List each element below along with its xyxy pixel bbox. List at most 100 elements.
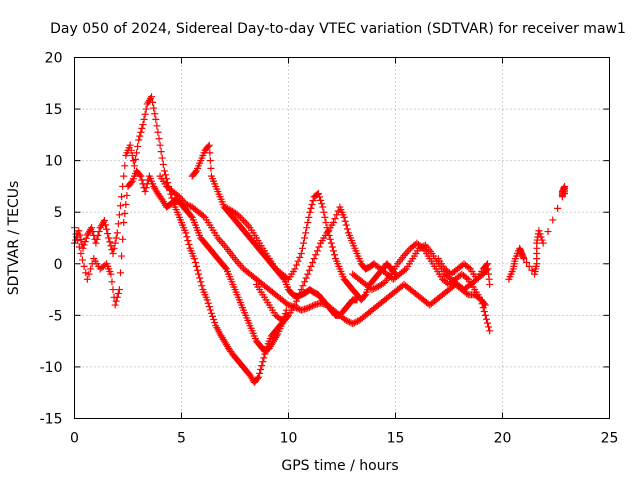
- data-point: [159, 161, 167, 169]
- data-point: [140, 115, 148, 123]
- data-point: [360, 292, 368, 300]
- data-point: [93, 235, 101, 243]
- data-point: [113, 293, 121, 301]
- data-point: [294, 257, 302, 265]
- data-point: [293, 261, 301, 269]
- data-point: [331, 215, 339, 223]
- data-point: [297, 286, 305, 294]
- data-point: [329, 219, 337, 227]
- data-point: [349, 320, 357, 328]
- data-point: [253, 375, 261, 383]
- data-point: [120, 219, 128, 227]
- data-point: [291, 265, 299, 273]
- data-point: [150, 104, 158, 112]
- data-point: [141, 188, 149, 196]
- data-point: [291, 301, 299, 309]
- data-point: [318, 200, 326, 208]
- data-point: [301, 278, 309, 286]
- data-point: [305, 213, 313, 221]
- data-point: [184, 237, 192, 245]
- data-point: [304, 270, 312, 278]
- data-point: [121, 162, 129, 170]
- data-point: [182, 200, 190, 208]
- data-point: [155, 135, 163, 143]
- data-point: [111, 301, 119, 309]
- data-point: [341, 217, 349, 225]
- data-point: [299, 239, 307, 247]
- data-point: [345, 318, 353, 326]
- data-point: [283, 313, 291, 321]
- data-point: [236, 213, 244, 221]
- data-point: [119, 235, 127, 243]
- data-point: [486, 280, 494, 288]
- data-point: [205, 303, 213, 311]
- chart-title: Day 050 of 2024, Sidereal Day-to-day VTE…: [50, 21, 626, 37]
- x-tick-label: 0: [70, 431, 79, 447]
- data-point: [221, 264, 229, 272]
- data-point: [477, 296, 485, 304]
- data-point: [340, 213, 348, 221]
- data-point: [480, 307, 488, 315]
- data-point: [528, 266, 536, 274]
- data-point: [403, 248, 411, 256]
- data-point: [297, 249, 305, 257]
- data-point: [549, 216, 557, 224]
- data-point: [183, 201, 191, 209]
- data-point: [235, 260, 243, 268]
- data-point: [327, 239, 335, 247]
- x-tick-label: 20: [494, 431, 512, 447]
- data-point: [296, 253, 304, 261]
- data-point: [307, 303, 315, 311]
- data-point: [156, 141, 164, 149]
- data-point: [535, 227, 543, 235]
- data-point: [222, 204, 230, 212]
- data-point: [402, 250, 410, 258]
- data-point: [149, 98, 157, 106]
- data-point: [481, 311, 489, 319]
- data-point: [257, 366, 265, 374]
- data-point: [141, 110, 149, 118]
- y-tick-label: 10: [45, 154, 63, 170]
- data-point: [107, 270, 115, 278]
- data-point: [74, 237, 82, 245]
- data-point: [115, 211, 123, 219]
- data-point: [333, 211, 341, 219]
- data-point: [235, 212, 243, 220]
- data-point: [209, 312, 217, 320]
- data-point: [220, 203, 228, 211]
- data-point: [118, 193, 126, 201]
- data-point: [329, 247, 337, 255]
- data-point: [463, 274, 471, 282]
- y-tick-label: 20: [45, 51, 63, 67]
- data-point: [138, 176, 146, 184]
- data-point: [161, 171, 169, 179]
- x-tick-label: 10: [280, 431, 298, 447]
- data-point: [128, 151, 136, 159]
- data-point: [236, 261, 244, 269]
- data-point: [94, 231, 102, 239]
- data-point: [102, 221, 110, 229]
- data-point: [561, 190, 569, 198]
- data-point: [85, 270, 93, 278]
- data-point: [207, 164, 215, 172]
- data-point: [127, 179, 135, 187]
- data-point: [206, 306, 214, 314]
- data-point: [76, 231, 84, 239]
- data-marks: [71, 93, 569, 386]
- data-point: [185, 240, 193, 248]
- data-point: [342, 221, 350, 229]
- data-point: [134, 142, 142, 150]
- data-point: [137, 172, 145, 180]
- data-point: [183, 233, 191, 241]
- data-point: [283, 274, 291, 282]
- data-point: [121, 210, 129, 218]
- data-point: [554, 204, 562, 212]
- data-point: [465, 264, 473, 272]
- data-point: [379, 279, 387, 287]
- x-axis-label: GPS time / hours: [281, 458, 398, 474]
- y-tick-label: 5: [54, 205, 63, 221]
- data-point: [110, 244, 118, 252]
- data-point: [302, 229, 310, 237]
- data-point: [191, 168, 199, 176]
- data-point: [322, 219, 330, 227]
